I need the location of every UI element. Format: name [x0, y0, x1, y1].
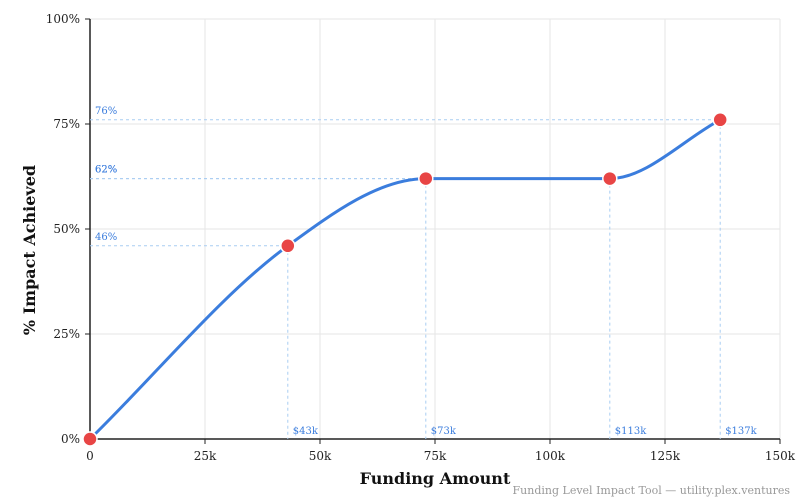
- value-label: 62%: [95, 165, 117, 176]
- x-value-label: $137k: [725, 426, 757, 437]
- x-tick-label: 100k: [535, 449, 566, 463]
- x-tick-label: 75k: [424, 449, 447, 463]
- y-tick-label: 25%: [53, 327, 80, 341]
- x-value-label: $73k: [431, 426, 457, 437]
- x-value-label: $43k: [293, 426, 319, 437]
- x-value-label: $113k: [615, 426, 647, 437]
- line: [88, 118, 721, 441]
- value-label: 76%: [95, 106, 117, 117]
- x-tick-label: 25k: [194, 449, 217, 463]
- value-label: 46%: [95, 232, 117, 243]
- y-tick-label: 0%: [61, 432, 80, 446]
- x-tick-label: 125k: [650, 449, 681, 463]
- point: [280, 238, 296, 254]
- x-tick-label: 150k: [765, 449, 796, 463]
- footer: Funding Level Impact Tool — utility.plex…: [513, 484, 791, 497]
- y-tick-label: 75%: [53, 117, 80, 131]
- y-tick-label: 100%: [46, 12, 80, 26]
- point: [602, 170, 618, 187]
- point: [418, 170, 434, 187]
- value-label: 62%: [95, 165, 117, 176]
- point: [712, 112, 728, 128]
- y-tick-label: 50%: [53, 222, 80, 236]
- x-axis-title: Funding Amount: [360, 469, 511, 488]
- point: [82, 431, 98, 447]
- x-tick-label: 0: [86, 449, 94, 463]
- x-tick-label: 50k: [309, 449, 332, 463]
- y-axis-title: % Impact Achieved: [20, 165, 39, 335]
